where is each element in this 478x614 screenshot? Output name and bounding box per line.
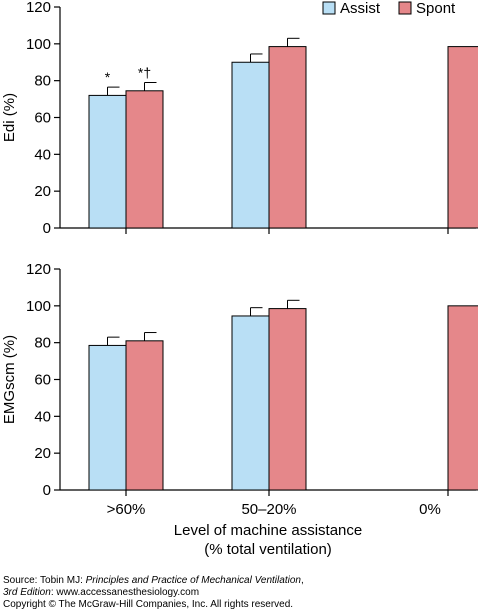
figure-chart: 0 20 40 60 80 100 120 Edi (%) * *† 0 20 40 60 80 100 120… [1,0,478,558]
x-category-label: 0% [419,501,441,518]
x-category-label: 50–20% [241,501,296,518]
source-url: : www.accessanesthesiology.com [50,587,200,598]
source-line-3: Copyright © The McGraw-Hill Companies, I… [3,599,294,610]
x-axis-label-line1: Level of machine assistance [174,522,362,539]
significance-marker: * [105,69,111,85]
source-edition: 3rd Edition [3,587,51,598]
x-category-label: >60% [107,501,146,518]
source-comma: , [300,575,304,586]
source-line-2: 3rd Edition: www.accessanesthesiology.co… [3,587,475,599]
y-axis-label: EMGscm (%) [1,335,18,424]
bar-assist [88,344,127,491]
bar-assist [231,61,270,229]
source-prefix: Source: Tobin MJ: [3,575,86,586]
legend-label-spont: Spont [416,0,456,17]
y-axis-label: Edi (%) [1,93,18,142]
source-citation: Source: Tobin MJ: Principles and Practic… [3,575,475,611]
significance-marker: *† [138,65,151,81]
legend-swatch-spont [398,1,412,15]
y-tick-label: 40 [34,408,51,425]
bar-spont [268,46,307,229]
bar-spont [125,340,164,491]
bar-spont [447,46,478,229]
source-line-1: Source: Tobin MJ: Principles and Practic… [3,575,475,587]
legend-swatch-assist [322,1,336,15]
y-tick-label: 80 [34,335,51,352]
x-axis-label-line2: (% total ventilation) [204,541,332,558]
y-tick-label: 20 [34,445,51,462]
bar-assist [88,94,127,229]
y-tick-label: 100 [26,36,51,53]
bar-spont [447,305,478,491]
bar-assist [231,315,270,491]
y-tick-label: 100 [26,298,51,315]
bar-spont [268,308,307,491]
legend-label-assist: Assist [340,0,381,17]
y-tick-label: 60 [34,110,51,127]
y-tick-label: 0 [43,220,51,237]
y-tick-label: 0 [43,482,51,499]
y-tick-label: 120 [26,0,51,16]
y-tick-label: 80 [34,73,51,90]
bar-spont [125,90,164,229]
y-tick-label: 120 [26,261,51,278]
y-tick-label: 20 [34,183,51,200]
y-tick-label: 60 [34,372,51,389]
source-book-title: Principles and Practice of Mechanical Ve… [85,575,301,586]
y-tick-label: 40 [34,146,51,163]
